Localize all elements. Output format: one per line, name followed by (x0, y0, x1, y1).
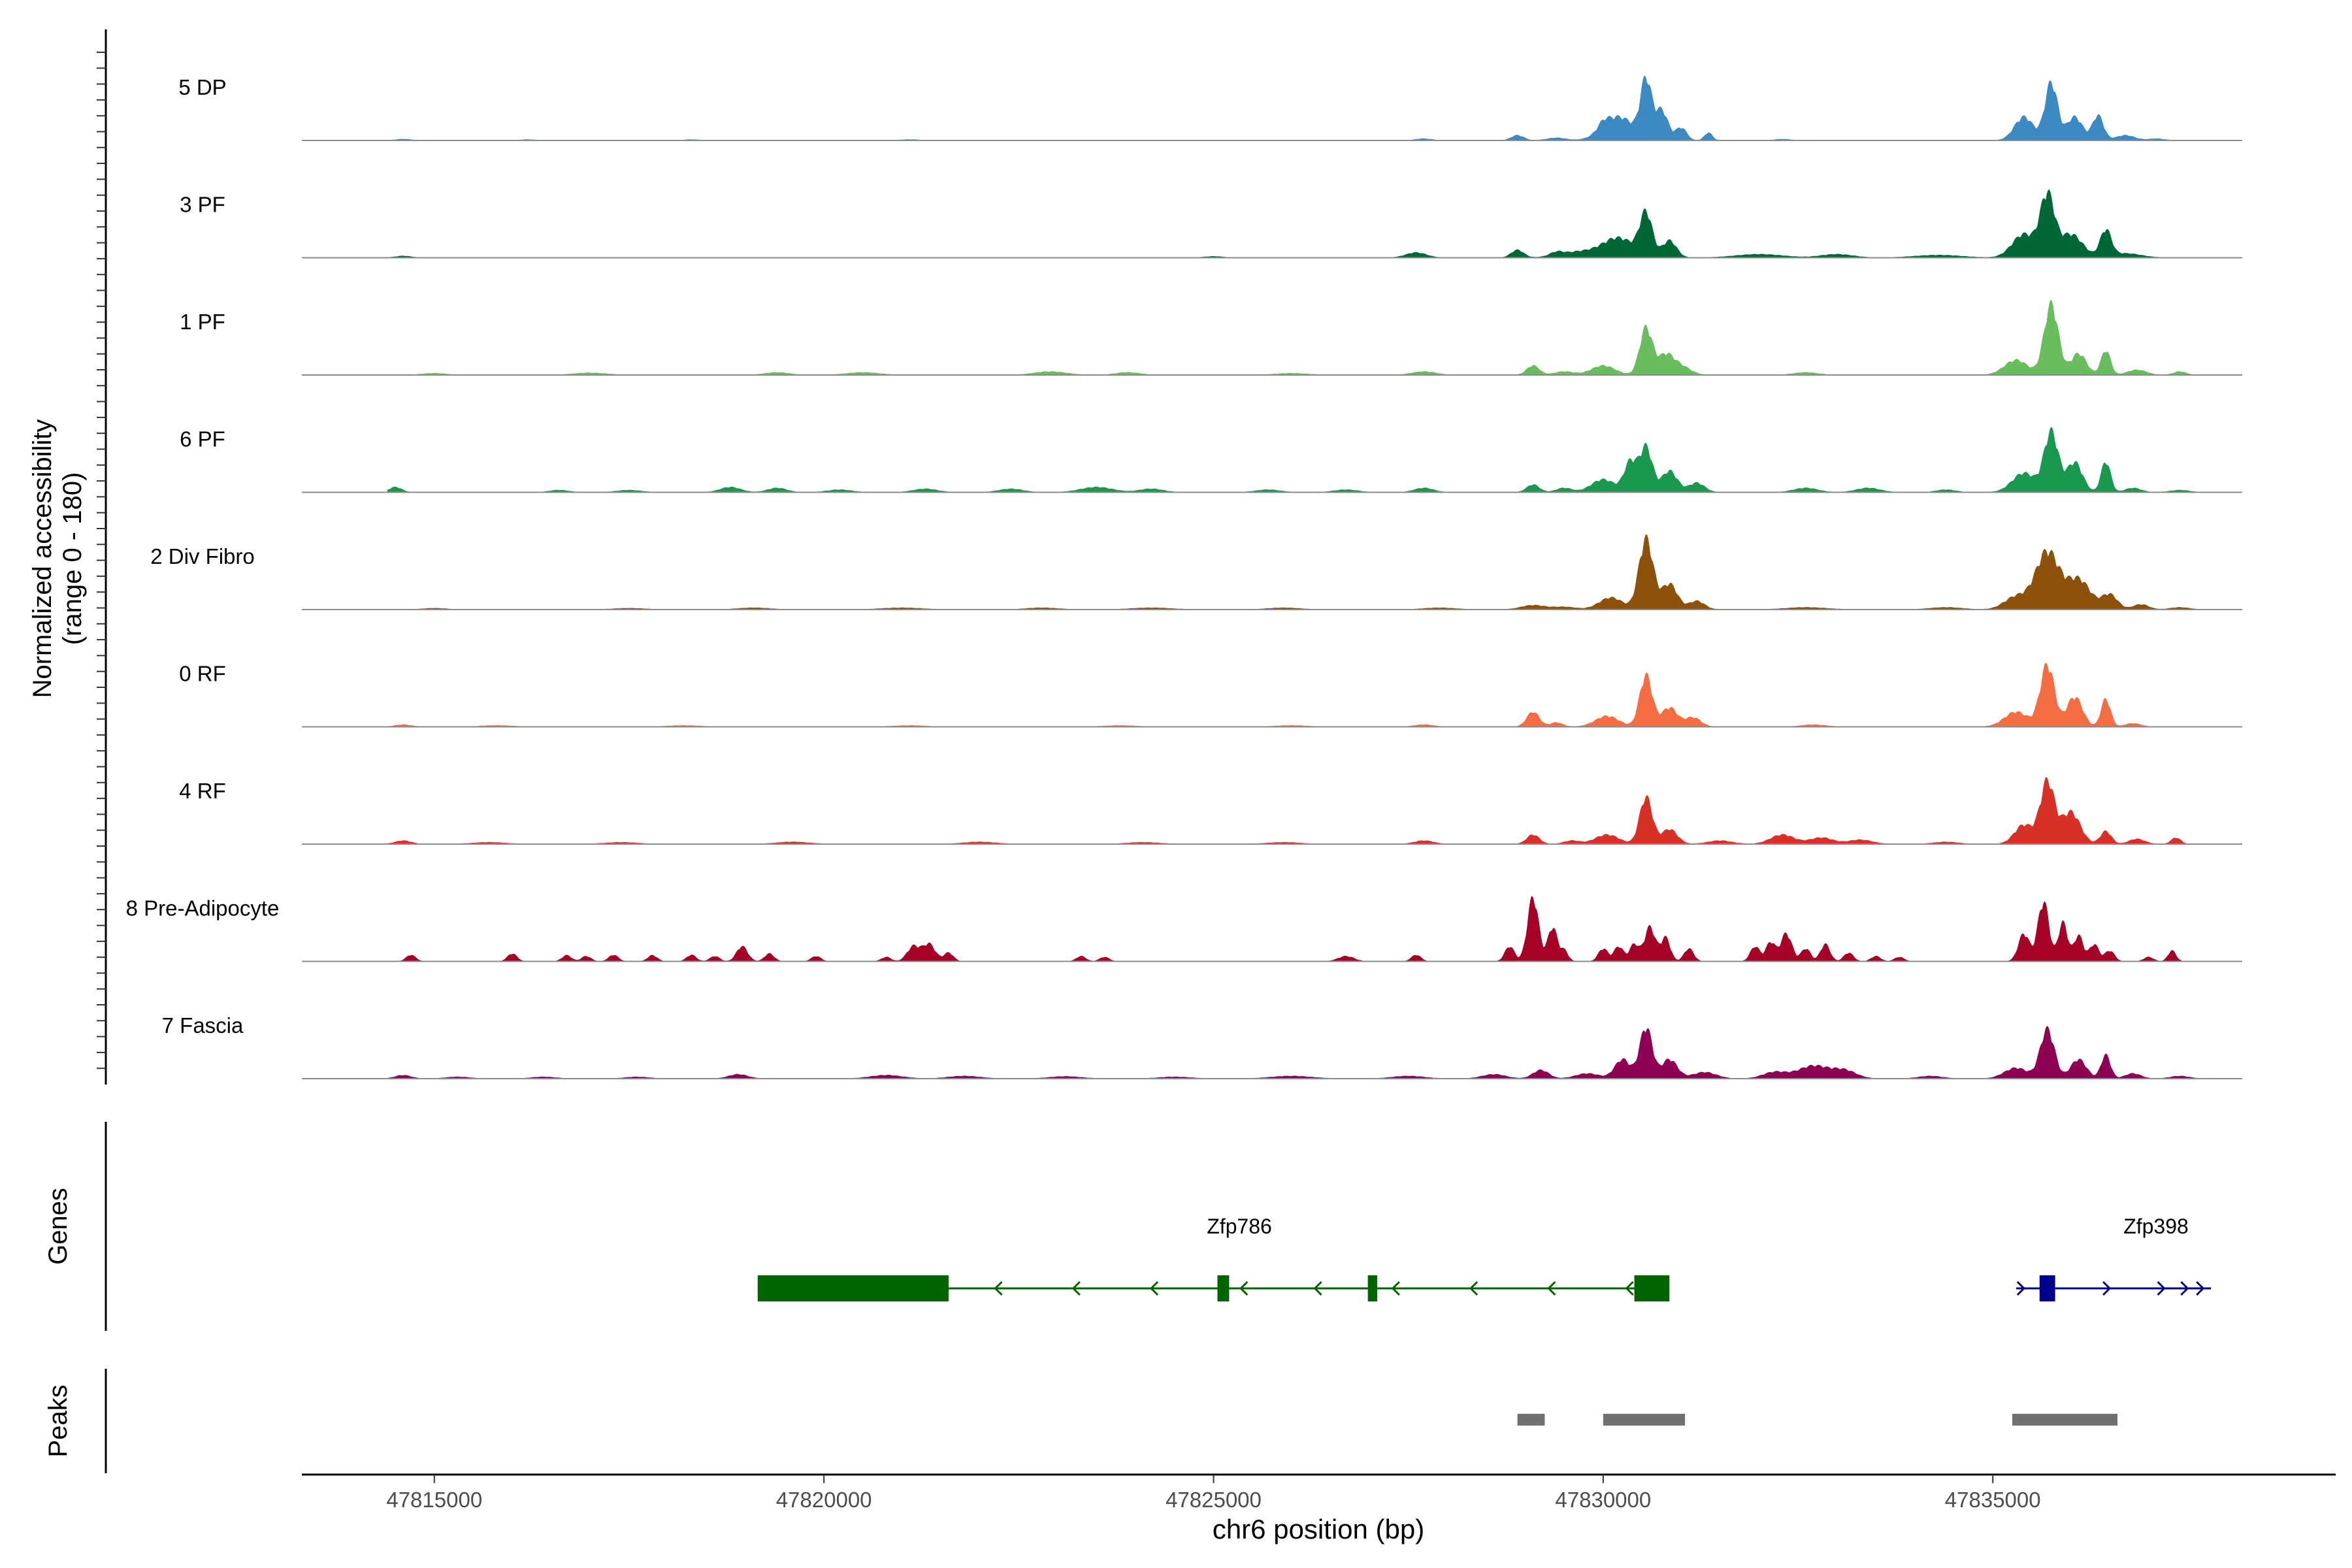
track-coverage-area (387, 75, 2212, 141)
x-axis-title: chr6 position (bp) (1213, 1514, 1425, 1544)
x-tick-label: 47820000 (776, 1488, 872, 1512)
track-4: 2 Div Fibro (150, 534, 2242, 610)
track-label: 7 Fascia (162, 1013, 244, 1037)
track-coverage-area (387, 662, 2212, 727)
peak-region (1603, 1414, 1686, 1426)
track-label: 2 Div Fibro (150, 544, 255, 568)
gene-exon (1634, 1275, 1670, 1301)
peak-region (2012, 1414, 2118, 1426)
gene-label: Zfp786 (1207, 1215, 1272, 1238)
x-tick-label: 47835000 (1945, 1488, 2041, 1512)
y-axis-title-line1: Normalized accessibility (28, 419, 57, 698)
track-8: 7 Fascia (162, 1013, 2242, 1079)
gene-exon (757, 1275, 949, 1301)
track-3: 6 PF (180, 427, 2242, 493)
coverage-y-ticks (97, 52, 106, 1070)
gene-strand-arrow (2102, 1281, 2112, 1296)
track-2: 1 PF (180, 300, 2242, 376)
track-label: 8 Pre-Adipocyte (126, 896, 280, 921)
gene-strand-arrow (1469, 1281, 1478, 1296)
x-tick-label: 47815000 (386, 1488, 482, 1512)
gene-exon (1217, 1275, 1230, 1301)
gene-strand-arrow (994, 1281, 1003, 1296)
gene-exon (1367, 1275, 1377, 1301)
track-1: 3 PF (180, 189, 2242, 259)
gene-strand-arrow (2196, 1281, 2205, 1296)
track-label: 4 RF (179, 779, 226, 803)
gene-strand-arrow (2016, 1281, 2026, 1296)
track-label: 3 PF (180, 193, 225, 217)
gene-strand-arrow (1391, 1281, 1400, 1296)
track-coverage-area (387, 427, 2212, 493)
gene-zfp398: Zfp398 (2016, 1215, 2212, 1301)
gene-strand-arrow (1239, 1281, 1249, 1296)
x-axis-ticks: 47815000 47820000 47825000 47830000 47835000 (386, 1475, 2041, 1512)
coverage-tracks: 5 DP 3 PF 1 PF 6 PF 2 Div Fibro 0 RF 4 RF 8 Pre… (126, 75, 2242, 1079)
gene-label: Zfp398 (2123, 1215, 2189, 1238)
peak-region (1517, 1414, 1545, 1426)
track-label: 1 PF (180, 310, 225, 334)
x-tick-label: 47825000 (1166, 1488, 1262, 1512)
track-coverage-area (387, 896, 2212, 962)
gene-strand-arrow (2180, 1281, 2189, 1296)
track-coverage-area (387, 534, 2212, 610)
peaks-panel-label: Peaks (44, 1384, 73, 1457)
track-coverage-area (387, 1026, 2212, 1079)
track-label: 6 PF (180, 427, 225, 451)
gene-strand-arrow (1625, 1281, 1634, 1296)
gene-exon (2039, 1275, 2055, 1301)
track-coverage-area (387, 777, 2212, 845)
gene-zfp786: Zfp786 (757, 1215, 1670, 1301)
track-5: 0 RF (179, 662, 2242, 728)
track-7: 8 Pre-Adipocyte (126, 896, 2242, 962)
gene-strand-arrow (1149, 1281, 1159, 1296)
x-tick-label: 47830000 (1555, 1488, 1651, 1512)
y-axis-title-line2: (range 0 - 180) (58, 472, 87, 645)
track-coverage-area (387, 189, 2212, 258)
track-label: 5 DP (178, 75, 226, 99)
genes-panel-label: Genes (44, 1188, 73, 1265)
gene-strand-arrow (1547, 1281, 1556, 1296)
track-coverage-area (387, 300, 2212, 376)
track-6: 4 RF (179, 777, 2242, 845)
peaks-panel (1517, 1414, 2118, 1426)
genes-panel: Zfp786 Zfp398 (757, 1215, 2212, 1301)
track-label: 0 RF (179, 662, 226, 686)
gene-strand-arrow (1313, 1281, 1322, 1296)
track-0: 5 DP (178, 75, 2242, 141)
gene-strand-arrow (1071, 1281, 1081, 1296)
gene-strand-arrow (2157, 1281, 2166, 1296)
